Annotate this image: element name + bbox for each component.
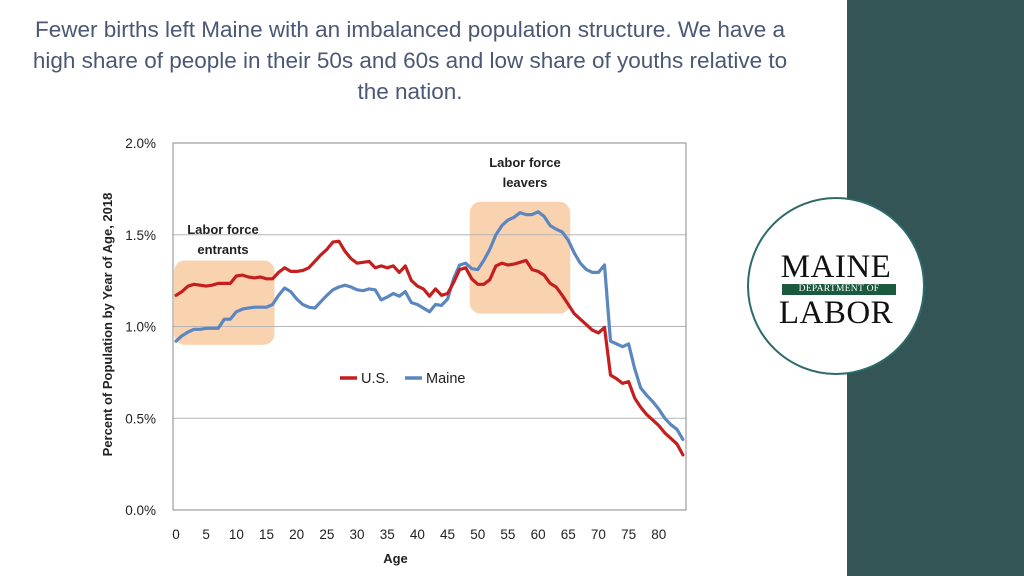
maine-department-of-labor-logo: MAINE DEPARTMENT OF LABOR: [747, 197, 925, 375]
y-tick-label: 2.0%: [125, 136, 156, 151]
x-tick-label: 25: [319, 527, 334, 542]
highlight-box-2: [469, 201, 571, 314]
page-title: Fewer births left Maine with an imbalanc…: [32, 17, 788, 104]
gridlines: [173, 234, 686, 419]
highlight-box-1: [174, 260, 275, 345]
x-tick-label: 40: [410, 527, 425, 542]
x-tick-label: 0: [172, 527, 180, 542]
series-line-maine: [174, 210, 685, 441]
x-tick-label: 15: [259, 527, 274, 542]
annotation-label-1: entrants: [197, 242, 248, 257]
legend: U.S. Maine: [340, 371, 466, 387]
x-axis: 0 5 10 15 20 25 30 35 40 45 50 55 60 65 70 75 80: [172, 527, 666, 542]
annotation-label-1: Labor force: [187, 222, 259, 237]
x-tick-label: 5: [202, 527, 210, 542]
series-line-us: [174, 239, 685, 457]
x-tick-label: 45: [440, 527, 455, 542]
population-line-chart: 0.0% 0.5% 1.0% 1.5% 2.0% 0 5 10 15 20 25 30 35 40 45 5…: [100, 136, 687, 566]
x-tick-label: 70: [591, 527, 606, 542]
x-tick-label: 60: [531, 527, 546, 542]
x-tick-label: 10: [229, 527, 244, 542]
y-tick-label: 0.5%: [125, 411, 156, 426]
x-axis-label: Age: [383, 551, 408, 566]
y-axis-label: Percent of Population by Year of Age, 20…: [100, 193, 115, 457]
logo-word-labor: LABOR: [778, 295, 894, 331]
annotation-label-2: Labor force: [489, 155, 561, 170]
logo-band: DEPARTMENT OF: [782, 284, 896, 295]
x-tick-label: 75: [621, 527, 636, 542]
legend-label-maine: Maine: [426, 371, 466, 387]
y-tick-label: 1.5%: [125, 228, 156, 243]
x-tick-label: 65: [561, 527, 576, 542]
x-tick-label: 30: [350, 527, 365, 542]
x-tick-label: 55: [500, 527, 515, 542]
y-tick-label: 1.0%: [125, 320, 156, 335]
y-tick-label: 0.0%: [125, 503, 156, 518]
legend-label-us: U.S.: [361, 371, 389, 387]
highlight-regions: [174, 201, 571, 345]
logo-word-maine: MAINE: [780, 249, 892, 285]
plot-frame: [172, 142, 687, 511]
x-tick-label: 80: [651, 527, 666, 542]
x-tick-label: 50: [470, 527, 485, 542]
x-tick-label: 35: [380, 527, 395, 542]
series-lines: [174, 210, 685, 457]
x-tick-label: 20: [289, 527, 304, 542]
annotations: Labor force entrants Labor force leavers: [187, 155, 561, 257]
y-axis: 0.0% 0.5% 1.0% 1.5% 2.0%: [125, 136, 156, 518]
annotation-label-2: leavers: [503, 175, 548, 190]
